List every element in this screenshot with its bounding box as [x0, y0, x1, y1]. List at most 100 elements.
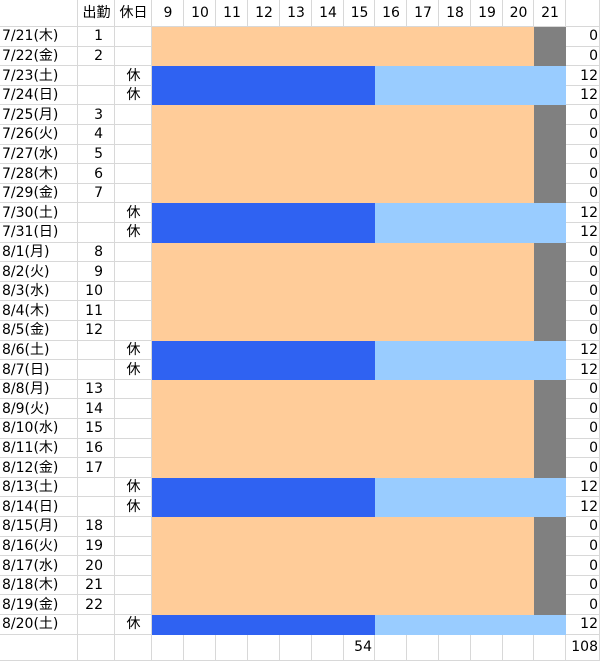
- holiday-dark-bar: [152, 66, 375, 86]
- row-total: 0: [589, 537, 598, 554]
- grid-cell: [78, 242, 115, 263]
- gray-cell: [534, 595, 566, 615]
- gray-cell: [534, 517, 566, 537]
- grid-cell: [78, 125, 115, 145]
- row-total: 12: [580, 204, 598, 221]
- grid-cell: [115, 340, 152, 361]
- work-bar: [152, 301, 534, 321]
- work-bar: [152, 556, 534, 576]
- date: 8/14(日): [2, 498, 59, 515]
- grid-cell: [0, 419, 78, 439]
- date: 7/22(金): [2, 47, 59, 64]
- grid-cell: [78, 66, 115, 86]
- grid-cell: [115, 46, 152, 67]
- grid-cell: [78, 0, 115, 27]
- work-bar: [152, 536, 534, 557]
- gray-cell: [534, 125, 566, 145]
- header-hour: 20: [509, 5, 528, 21]
- grid-cell: [115, 0, 152, 27]
- work-bar: [152, 183, 534, 204]
- grid-cell: [115, 105, 152, 125]
- gray-cell: [534, 281, 566, 302]
- grid-cell: [78, 321, 115, 341]
- work-bar: [152, 164, 534, 184]
- gray-cell: [534, 183, 566, 204]
- grid-cell: [78, 46, 115, 67]
- grid-cell: [115, 399, 152, 419]
- row-total: 0: [589, 302, 598, 319]
- grid-cell: [115, 419, 152, 439]
- grid-cell: [78, 477, 115, 498]
- grid-cell: [0, 379, 78, 400]
- work-number: 3: [94, 106, 103, 123]
- row-total: 0: [589, 596, 598, 613]
- grid-cell: [78, 497, 115, 517]
- gray-cell: [534, 144, 566, 165]
- date: 8/2(火): [2, 263, 50, 280]
- date: 8/8(月): [2, 381, 50, 398]
- header-hour: 13: [287, 5, 305, 21]
- holiday-dark-bar: [152, 615, 375, 635]
- grid-cell: [0, 262, 78, 282]
- work-number: 2: [94, 47, 103, 64]
- grid-cell: [115, 144, 152, 165]
- gray-cell: [534, 301, 566, 321]
- grid-cell: [78, 183, 115, 204]
- row-total: 0: [589, 145, 598, 162]
- grand-total: 108: [571, 639, 598, 656]
- row-total: 0: [589, 47, 598, 64]
- header-hour: 17: [414, 5, 432, 21]
- row-total: 0: [589, 518, 598, 535]
- grid-cell: [344, 0, 375, 27]
- grid-cell: [0, 203, 78, 223]
- holiday-dark-bar: [152, 223, 375, 243]
- work-number: 16: [85, 439, 103, 456]
- date: 8/18(木): [2, 577, 59, 594]
- grid-cell: [0, 183, 78, 204]
- date: 8/4(木): [2, 302, 50, 319]
- holiday-dark-bar: [152, 85, 375, 106]
- gray-cell: [534, 262, 566, 282]
- row-total: 0: [589, 439, 598, 456]
- holiday-light-bar: [375, 223, 566, 243]
- header-work: 出勤: [82, 5, 111, 21]
- row-total: 12: [580, 616, 598, 633]
- grid-cell: [0, 438, 78, 459]
- grid-cell: [0, 321, 78, 341]
- date: 8/16(火): [2, 537, 59, 554]
- grid-cell: [78, 301, 115, 321]
- grid-cell: [471, 0, 503, 27]
- grid-cell: [0, 242, 78, 263]
- date: 7/26(火): [2, 126, 59, 143]
- date: 8/12(金): [2, 459, 59, 476]
- work-number: 7: [94, 185, 103, 202]
- grid-cell: [115, 458, 152, 478]
- row-total: 0: [589, 165, 598, 182]
- grid-cell: [115, 164, 152, 184]
- holiday-mark: 休: [126, 479, 141, 496]
- date: 7/27(水): [2, 145, 59, 162]
- grid-cell: [115, 360, 152, 380]
- work-number: 14: [85, 400, 103, 417]
- grid-cell: [78, 340, 115, 361]
- holiday-mark: 休: [126, 361, 141, 378]
- date: 8/15(月): [2, 518, 59, 535]
- row-total: 12: [580, 479, 598, 496]
- grid-cell: [78, 164, 115, 184]
- grid-cell: [115, 517, 152, 537]
- grid-cell: [216, 0, 248, 27]
- holiday-dark-bar: [152, 360, 375, 380]
- grid-cell: [115, 281, 152, 302]
- header-holiday: 休日: [119, 5, 148, 21]
- grid-cell: [78, 419, 115, 439]
- gray-cell: [534, 399, 566, 419]
- grid-cell: [0, 46, 78, 67]
- work-bar: [152, 399, 534, 419]
- grid-cell: [0, 281, 78, 302]
- grid-cell: [0, 556, 78, 576]
- row-total: 0: [589, 283, 598, 300]
- grid-cell: [312, 0, 344, 27]
- grid-cell: [0, 66, 78, 86]
- holiday-mark: 休: [126, 224, 141, 241]
- work-number: 6: [94, 165, 103, 182]
